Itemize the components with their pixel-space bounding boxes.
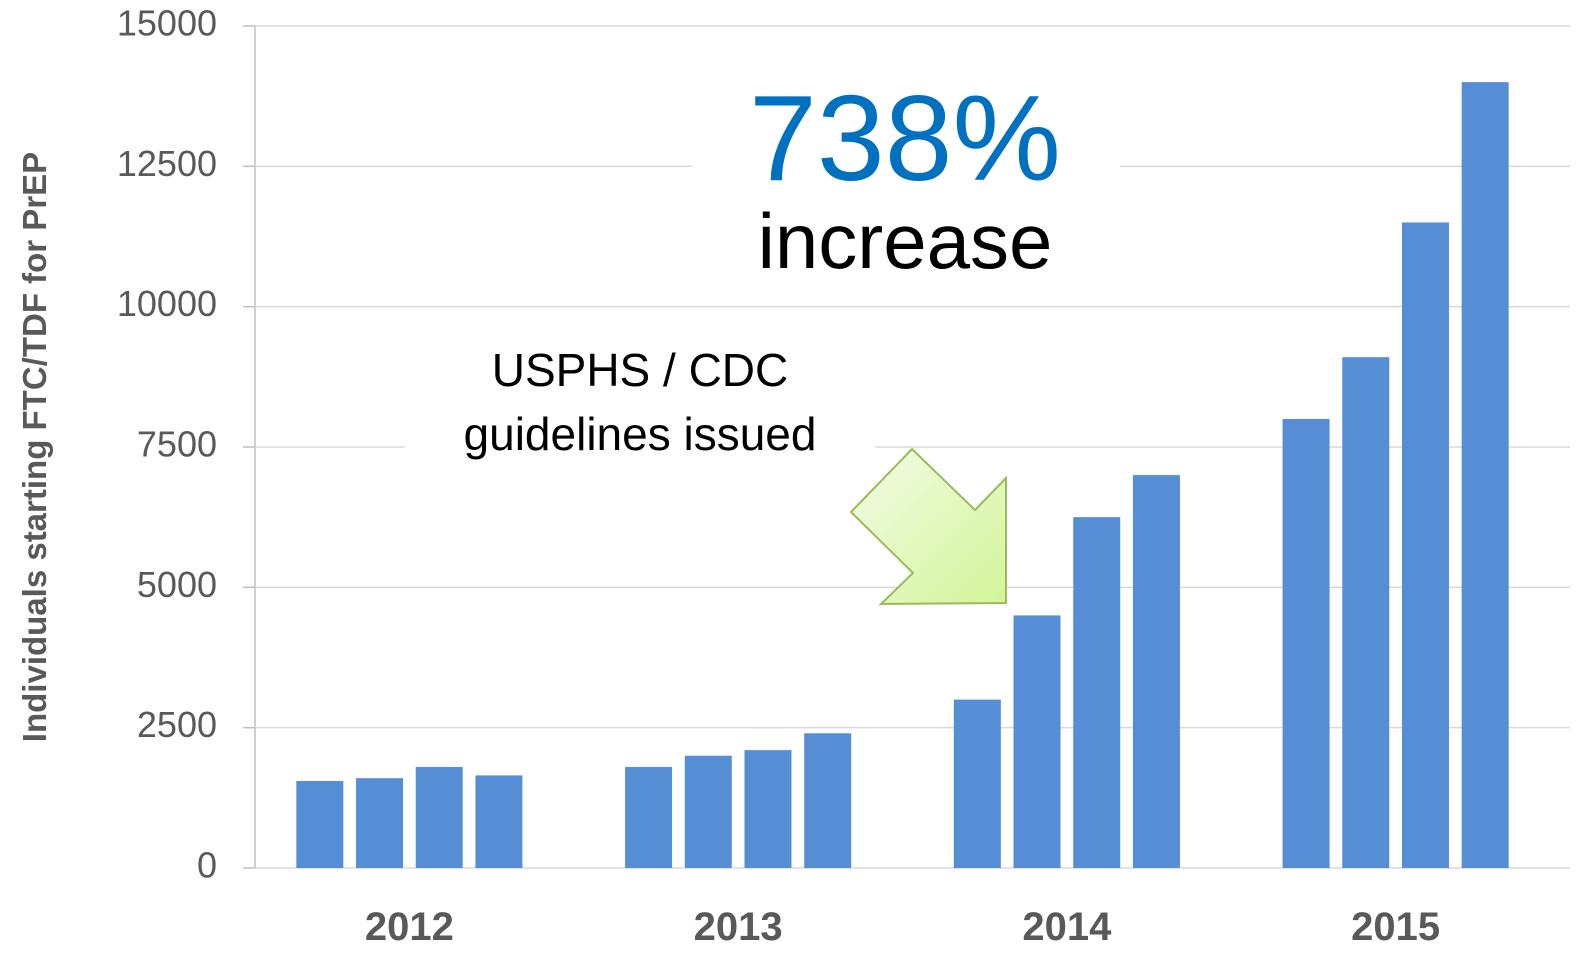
bar [415, 766, 463, 868]
bar [1013, 615, 1061, 868]
note-line: USPHS / CDC [492, 344, 788, 396]
bar [475, 775, 523, 868]
bar [1461, 82, 1509, 869]
bar [953, 699, 1001, 868]
annotation-bg [405, 340, 875, 470]
y-tick-label: 12500 [117, 143, 217, 184]
y-axis-label: Individuals starting FTC/TDF for PrEP [16, 152, 53, 742]
bar [356, 778, 404, 868]
bar [684, 755, 732, 868]
bar [1282, 418, 1330, 868]
x-tick-label: 2013 [694, 905, 783, 949]
bar [1132, 475, 1180, 868]
bar [744, 750, 792, 868]
annotations: 738% increase USPHS / CDC guidelines iss… [405, 70, 1120, 606]
y-tick-label: 0 [197, 845, 217, 886]
bar [1073, 517, 1121, 868]
y-tick-label: 7500 [137, 424, 217, 465]
grid: 0 2500 5000 7500 10000 12500 15000 [117, 3, 1570, 886]
bar [804, 733, 852, 868]
headline-sub: increase [758, 197, 1053, 285]
x-tick-label: 2012 [365, 905, 454, 949]
x-tick-label: 2014 [1022, 905, 1112, 949]
note-line: guidelines issued [464, 408, 817, 460]
y-tick-label: 15000 [117, 3, 217, 44]
headline: 738% [749, 70, 1061, 206]
bars [296, 82, 1509, 869]
annotation-bg [692, 80, 1120, 280]
arrow [849, 447, 1007, 606]
x-tick-label: 2015 [1351, 905, 1440, 949]
y-tick-label: 10000 [117, 283, 217, 324]
bar [625, 766, 673, 868]
bar [1342, 357, 1390, 868]
bar [1401, 222, 1449, 868]
y-tick-label: 5000 [137, 564, 217, 605]
bar [296, 780, 344, 868]
y-tick-label: 2500 [137, 704, 217, 745]
